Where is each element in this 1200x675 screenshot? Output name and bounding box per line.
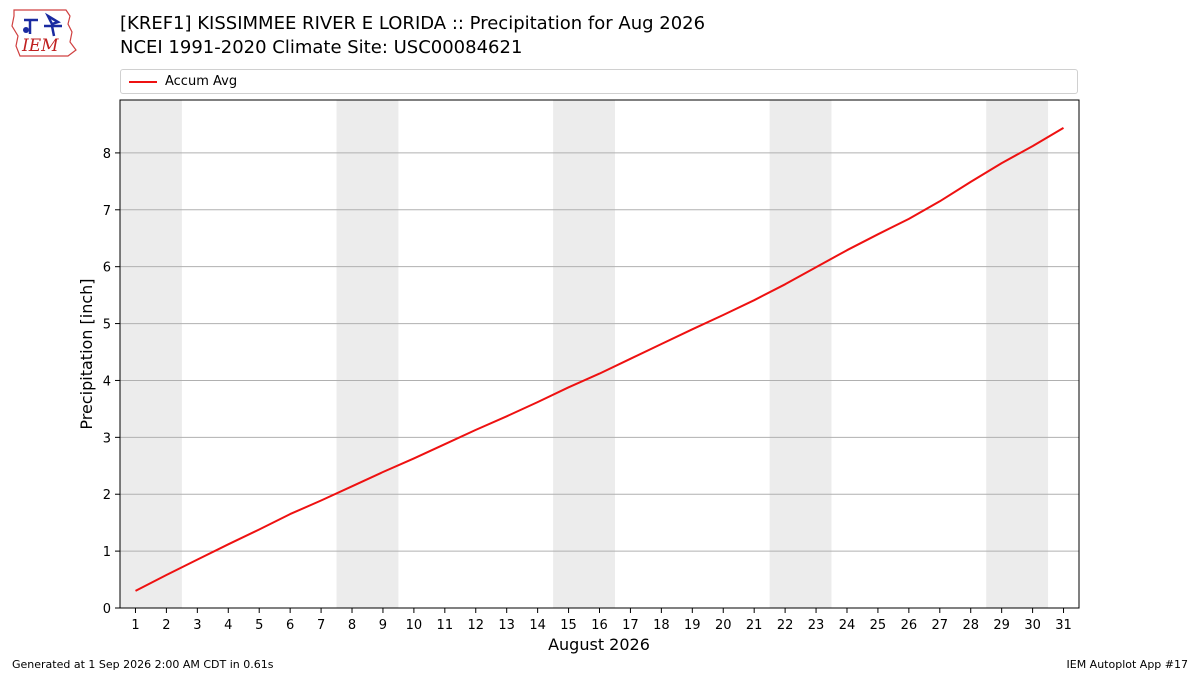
x-tick-label: 22 bbox=[777, 618, 794, 633]
x-tick-label: 28 bbox=[962, 618, 979, 633]
x-tick-label: 21 bbox=[746, 618, 763, 633]
y-tick-label: 0 bbox=[103, 602, 111, 617]
x-tick-label: 12 bbox=[467, 618, 484, 633]
x-tick-label: 4 bbox=[224, 618, 232, 633]
grid-lines bbox=[120, 152, 1079, 552]
weekend-band bbox=[120, 100, 182, 608]
x-axis: 1 2 3 4 5 6 7 8 9 10 11 12 13 14 15 16 17 18 19 20 21 22 23 24 2… bbox=[131, 608, 1072, 633]
x-tick-label: 25 bbox=[870, 618, 887, 633]
x-tick-label: 7 bbox=[317, 618, 325, 633]
x-tick-label: 30 bbox=[1024, 618, 1041, 633]
x-tick-label: 2 bbox=[162, 618, 170, 633]
x-tick-label: 11 bbox=[437, 618, 454, 633]
x-tick-label: 10 bbox=[406, 618, 423, 633]
app-id: IEM Autoplot App #17 bbox=[1066, 658, 1189, 671]
x-tick-label: 19 bbox=[684, 618, 701, 633]
y-tick-label: 5 bbox=[103, 318, 111, 333]
x-tick-label: 29 bbox=[993, 618, 1010, 633]
x-tick-label: 24 bbox=[839, 618, 856, 633]
y-tick-label: 2 bbox=[103, 488, 111, 503]
legend-label-accum-avg: Accum Avg bbox=[165, 74, 238, 89]
x-tick-label: 31 bbox=[1055, 618, 1072, 633]
x-tick-label: 18 bbox=[653, 618, 670, 633]
x-tick-label: 13 bbox=[498, 618, 515, 633]
generated-timestamp: Generated at 1 Sep 2026 2:00 AM CDT in 0… bbox=[12, 658, 274, 671]
x-axis-label: August 2026 bbox=[548, 635, 650, 654]
x-tick-label: 3 bbox=[193, 618, 201, 633]
weekend-band bbox=[769, 100, 832, 608]
chart-title: [KREF1] KISSIMMEE RIVER E LORIDA :: Prec… bbox=[120, 13, 706, 34]
weekend-band bbox=[986, 100, 1049, 608]
y-tick-label: 8 bbox=[103, 147, 111, 162]
x-tick-label: 26 bbox=[901, 618, 918, 633]
x-tick-label: 9 bbox=[379, 618, 387, 633]
weekend-band bbox=[336, 100, 399, 608]
x-tick-label: 15 bbox=[560, 618, 577, 633]
x-tick-label: 1 bbox=[131, 618, 139, 633]
chart-subtitle: NCEI 1991-2020 Climate Site: USC00084621 bbox=[120, 37, 523, 58]
x-tick-label: 20 bbox=[715, 618, 732, 633]
y-tick-label: 6 bbox=[103, 261, 111, 276]
x-tick-label: 23 bbox=[808, 618, 825, 633]
series-lines bbox=[135, 127, 1065, 592]
x-tick-label: 27 bbox=[932, 618, 949, 633]
x-tick-label: 16 bbox=[591, 618, 608, 633]
x-tick-label: 8 bbox=[348, 618, 356, 633]
weekend-bands bbox=[120, 100, 1049, 608]
weekend-band bbox=[553, 100, 615, 608]
y-tick-label: 4 bbox=[103, 374, 111, 389]
y-tick-label: 7 bbox=[103, 204, 111, 219]
x-tick-label: 17 bbox=[622, 618, 639, 633]
y-tick-label: 1 bbox=[103, 545, 111, 560]
legend-swatch-accum-avg bbox=[129, 81, 157, 83]
logo-text: IEM bbox=[21, 36, 59, 56]
x-tick-label: 6 bbox=[286, 618, 294, 633]
x-tick-label: 14 bbox=[529, 618, 546, 633]
chart-legend: Accum Avg bbox=[120, 69, 1078, 94]
y-tick-label: 3 bbox=[103, 431, 111, 446]
iem-logo-icon: IEM bbox=[11, 9, 77, 57]
y-axis: 0 1 2 3 4 5 6 7 8 bbox=[103, 147, 120, 617]
series-line-accum-avg bbox=[135, 127, 1065, 592]
y-axis-label: Precipitation [inch] bbox=[77, 278, 96, 429]
x-tick-label: 5 bbox=[255, 618, 263, 633]
